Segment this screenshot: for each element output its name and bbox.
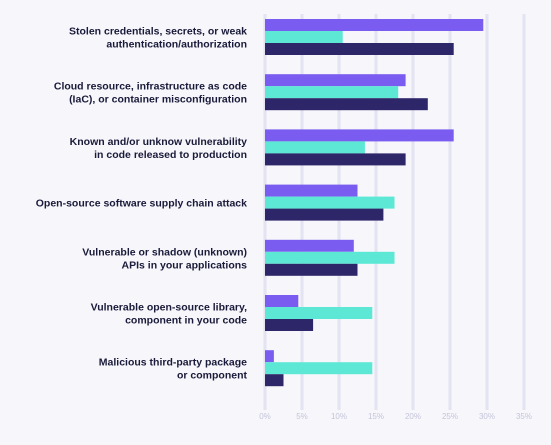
- bar-cat0-series2: [265, 43, 454, 55]
- bar-cat1-series1: [265, 86, 399, 99]
- x-axis-ticks: 0% 5% 10% 15% 20% 25% 30% 35%: [259, 412, 532, 421]
- category-label-2: Known and/or unknow vulnerability in code…: [70, 136, 248, 161]
- bar-cat0-series1: [265, 31, 343, 43]
- x-tick-label-5: 25%: [442, 412, 458, 421]
- x-tick-label-4: 20%: [405, 412, 421, 421]
- x-tick-label-0: 0%: [259, 412, 271, 421]
- x-tick-label-2: 10%: [331, 412, 347, 421]
- bar-cat5-series0: [265, 295, 299, 307]
- category-label-1: Cloud resource, infrastructure as code (I…: [54, 81, 247, 106]
- bar-cat1-series0: [265, 74, 406, 87]
- category-label-0: Stolen credentials, secrets, or weak auth…: [69, 26, 247, 51]
- bar-cat1-series2: [265, 98, 428, 111]
- bar-cat6-series2: [265, 374, 284, 387]
- bar-cat2-series2: [265, 153, 406, 166]
- bar-cat6-series1: [265, 362, 373, 375]
- bar-cat2-series1: [265, 141, 365, 154]
- bar-cat5-series2: [265, 319, 314, 331]
- bar-cat3-series2: [265, 208, 384, 221]
- bar-cat4-series1: [265, 251, 395, 264]
- category-label-6: Malicious third-party package or componen…: [99, 357, 248, 382]
- x-tick-label-6: 30%: [479, 412, 495, 421]
- category-label-4: Vulnerable or shadow (unknown) APIs in yo…: [82, 246, 247, 271]
- bar-cat5-series1: [265, 307, 373, 319]
- category-labels: Stolen credentials, secrets, or weak auth…: [36, 26, 248, 382]
- bar-cat2-series0: [265, 129, 454, 142]
- bar-layer: [265, 19, 484, 387]
- bar-cat4-series2: [265, 263, 358, 276]
- bar-cat3-series0: [265, 184, 358, 197]
- x-tick-label-1: 5%: [296, 412, 308, 421]
- bar-cat0-series0: [265, 19, 484, 31]
- x-tick-label-3: 15%: [368, 412, 384, 421]
- bar-cat3-series1: [265, 196, 395, 209]
- x-tick-label-7: 35%: [516, 412, 532, 421]
- bar-cat4-series0: [265, 239, 354, 252]
- category-label-3: Open-source software supply chain attack: [36, 198, 247, 210]
- bar-cat6-series0: [265, 350, 274, 363]
- category-label-5: Vulnerable open-source library, component…: [91, 302, 248, 327]
